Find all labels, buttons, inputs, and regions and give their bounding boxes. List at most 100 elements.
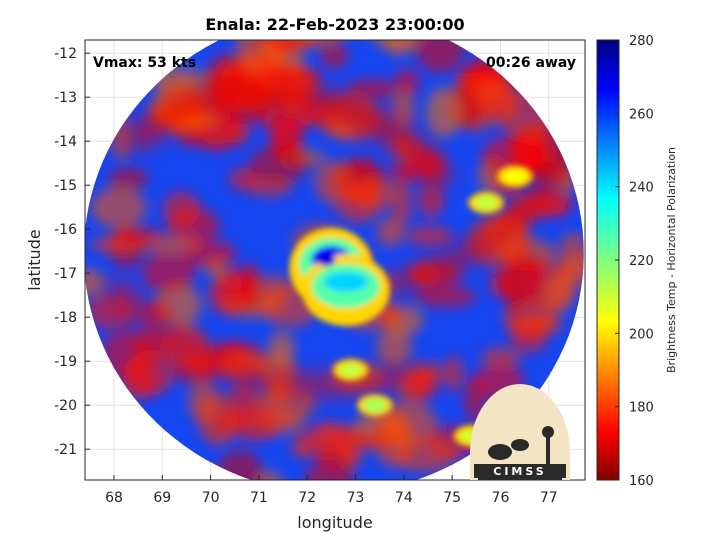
spiral-band-south: [105, 277, 417, 395]
texture-blob: [228, 117, 251, 144]
logo-text: CIMSS: [493, 465, 546, 478]
spiral-bands: [105, 82, 581, 395]
texture-blob: [124, 350, 175, 396]
x-tick-label: 73: [347, 490, 365, 506]
texture-blob: [216, 450, 264, 480]
feature-eye-wall-south: [323, 272, 368, 292]
feature-band-east-1: [473, 195, 498, 210]
y-tick-label: -17: [54, 266, 77, 282]
texture-blob: [393, 436, 458, 473]
y-axis: -12 -13 -14 -15 -16 -17 -18 -19 -20 -21: [54, 46, 90, 458]
y-tick-label: -12: [54, 46, 77, 62]
texture-blob: [411, 361, 444, 384]
texture-blob: [107, 167, 149, 191]
x-tick-label: 77: [540, 490, 558, 506]
colorbar-tick-label: 180: [629, 401, 654, 416]
texture-blob: [304, 461, 354, 480]
colorbar-tick-label: 280: [629, 34, 654, 49]
feature-band-south-1: [338, 363, 363, 377]
texture-blob: [188, 381, 219, 423]
feature-band-east-2: [502, 169, 527, 184]
y-tick-label: -21: [54, 442, 77, 458]
texture-blob: [414, 40, 465, 73]
x-tick-label: 69: [153, 490, 171, 506]
logo-tower: [546, 434, 550, 466]
texture-blob: [162, 191, 201, 228]
texture-blob: [228, 167, 260, 192]
x-axis-label: longitude: [297, 513, 372, 532]
x-tick-label: 72: [298, 490, 316, 506]
vmax-label: Vmax: 53 kts: [93, 55, 196, 71]
y-tick-label: -18: [54, 310, 77, 326]
spiral-band-north: [125, 82, 454, 191]
y-tick-label: -13: [54, 90, 77, 106]
texture-blob: [335, 184, 381, 224]
colorbar-ticks: 160 180 200 220 240 260 280: [615, 34, 654, 489]
y-tick-label: -19: [54, 354, 77, 370]
texture-blob: [442, 355, 464, 392]
x-tick-label: 74: [395, 490, 413, 506]
texture-blob: [406, 225, 454, 247]
y-tick-label: -16: [54, 222, 77, 238]
colorbar-tick-label: 200: [629, 327, 654, 342]
x-tick-label: 71: [250, 490, 268, 506]
texture-blob: [376, 217, 404, 247]
texture-blob: [376, 327, 412, 366]
texture-blob: [418, 183, 445, 218]
y-tick-label: -15: [54, 178, 77, 194]
texture-blob: [388, 161, 416, 183]
logo-tower-top: [542, 426, 554, 438]
x-tick-label: 70: [202, 490, 220, 506]
y-tick-label: -14: [54, 134, 77, 150]
texture-blob: [113, 227, 164, 245]
swath-image: [85, 40, 584, 480]
cimss-logo: CIMSS: [470, 384, 570, 480]
colorbar: 160 180 200 220 240 260 280 Brightness Temp - …: [596, 34, 678, 489]
texture-blob: [255, 275, 292, 303]
texture-blob: [353, 431, 393, 449]
texture-blob: [142, 251, 196, 293]
texture-blob: [413, 285, 477, 308]
texture-blob: [85, 268, 106, 297]
x-tick-label: 75: [443, 490, 461, 506]
texture-blob: [90, 187, 147, 229]
texture-blob: [483, 75, 519, 127]
texture-blob: [426, 87, 462, 138]
plot-area: 68 69 70 71 72 73 74 75 76 77 -12 -13 -14 -15 -16 -17 -…: [54, 39, 586, 506]
texture-blob: [383, 40, 414, 56]
texture-blob: [480, 347, 521, 368]
y-axis-label: latitude: [25, 229, 44, 290]
texture-blob: [291, 438, 312, 459]
feature-band-south-2: [362, 398, 387, 413]
spiral-band-east: [391, 139, 581, 292]
texture-blob: [248, 146, 308, 183]
texture-blob: [258, 471, 284, 480]
texture-blob: [231, 405, 280, 442]
texture-blob: [183, 240, 238, 267]
x-tick-label: 68: [105, 490, 123, 506]
logo-dish-mid: [511, 439, 529, 451]
eye-hot-spot: [317, 254, 336, 266]
colorbar-tick-label: 220: [629, 254, 654, 269]
texture-blob: [346, 78, 397, 100]
colorbar-tick-label: 240: [629, 181, 654, 196]
texture-blob: [512, 314, 564, 335]
x-tick-label: 76: [492, 490, 510, 506]
texture-blob: [268, 110, 303, 158]
texture-blob: [505, 265, 526, 317]
texture-blob: [391, 178, 412, 227]
logo-dish-left: [488, 444, 512, 460]
texture-blob: [377, 400, 437, 447]
x-axis: 68 69 70 71 72 73 74 75 76 77: [105, 475, 558, 506]
colorbar-tick-label: 160: [629, 474, 654, 489]
colorbar-label: Brightness Temp - Horizontal Polarizatio…: [665, 147, 678, 373]
texture-blob: [268, 331, 296, 367]
plot-frame: [84, 39, 586, 481]
texture-blob: [320, 42, 349, 69]
time-away-label: 00:26 away: [486, 55, 576, 71]
texture-blob: [544, 272, 575, 313]
colorbar-tick-label: 260: [629, 107, 654, 122]
texture-blob: [297, 423, 359, 460]
texture-blob: [391, 90, 415, 130]
